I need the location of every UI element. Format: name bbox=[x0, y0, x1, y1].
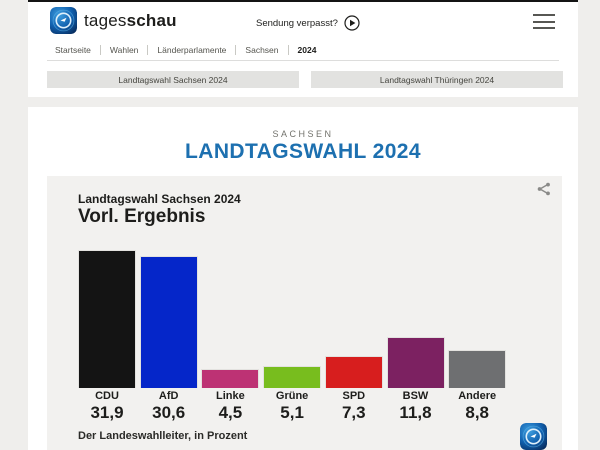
breadcrumb-2024: 2024 bbox=[297, 45, 317, 55]
result-chart-card: Landtagswahl Sachsen 2024 Vorl. Ergebnis… bbox=[47, 176, 562, 450]
share-icon[interactable] bbox=[536, 181, 552, 197]
tagesschau-watermark-icon bbox=[520, 423, 547, 450]
breadcrumb-separator bbox=[235, 45, 237, 55]
bar-bsw bbox=[386, 337, 445, 388]
bar-afd bbox=[139, 256, 198, 388]
party-name: SPD bbox=[342, 390, 366, 402]
main-content: SACHSEN LANDTAGSWAHL 2024 Landtagswahl S… bbox=[28, 107, 578, 450]
breadcrumb-laenderparlamente[interactable]: Länderparlamente bbox=[157, 45, 227, 55]
party-name: BSW bbox=[402, 390, 429, 402]
party-value: 11,8 bbox=[399, 403, 432, 422]
party-value: 30,6 bbox=[152, 403, 186, 422]
bar-linke bbox=[201, 369, 260, 388]
site-header: tagesschau Sendung verpasst? Startseite … bbox=[28, 0, 578, 97]
menu-icon[interactable] bbox=[533, 14, 555, 29]
bar-cdu bbox=[78, 250, 136, 388]
breadcrumb-startseite[interactable]: Startseite bbox=[55, 45, 91, 55]
sendung-verpasst-link[interactable]: Sendung verpasst? bbox=[256, 15, 360, 31]
bar-label-spd: SPD 7,3 bbox=[325, 390, 383, 422]
party-name: CDU bbox=[95, 390, 119, 402]
tagesschau-logo[interactable]: tagesschau bbox=[50, 7, 177, 34]
party-name: Andere bbox=[458, 390, 497, 402]
tagesschau-globe-icon bbox=[50, 7, 77, 34]
party-name: Grüne bbox=[275, 390, 309, 402]
tab-landtagswahl-sachsen[interactable]: Landtagswahl Sachsen 2024 bbox=[47, 71, 299, 88]
party-value: 5,1 bbox=[280, 403, 304, 422]
breadcrumb-separator bbox=[147, 45, 149, 55]
breadcrumb-wahlen[interactable]: Wahlen bbox=[109, 45, 139, 55]
bar-label-afd: AfD 30,6 bbox=[140, 390, 198, 422]
party-value: 31,9 bbox=[90, 403, 124, 422]
bar-chart bbox=[47, 176, 562, 388]
party-value: 7,3 bbox=[341, 403, 366, 422]
bar-andere bbox=[448, 350, 507, 388]
chart-subtitle: Landtagswahl Sachsen 2024 bbox=[78, 192, 241, 206]
party-value: 8,8 bbox=[465, 403, 489, 422]
header-divider bbox=[47, 60, 559, 61]
brand-wordmark: tagesschau bbox=[84, 10, 177, 30]
bar-label-grüne: Grüne 5,1 bbox=[263, 390, 321, 422]
page-kicker: SACHSEN bbox=[272, 129, 334, 139]
bar-label-bsw: BSW 11,8 bbox=[387, 390, 445, 422]
tab-landtagswahl-thueringen[interactable]: Landtagswahl Thüringen 2024 bbox=[311, 71, 563, 88]
bar-spd bbox=[324, 356, 383, 388]
chart-title: Vorl. Ergebnis bbox=[78, 206, 206, 227]
bar-label-linke: Linke 4,5 bbox=[201, 390, 259, 422]
party-name: Linke bbox=[216, 390, 245, 402]
breadcrumb: Startseite Wahlen Länderparlamente Sachs… bbox=[55, 45, 325, 55]
play-icon[interactable] bbox=[344, 15, 360, 31]
breadcrumb-separator bbox=[99, 45, 101, 55]
party-name: AfD bbox=[158, 390, 179, 402]
party-value: 4,5 bbox=[218, 403, 243, 422]
sendung-verpasst-label: Sendung verpasst? bbox=[256, 17, 338, 29]
breadcrumb-separator bbox=[287, 45, 289, 55]
bar-label-cdu: CDU 31,9 bbox=[78, 390, 136, 422]
page-title: LANDTAGSWAHL 2024 bbox=[185, 140, 421, 163]
bar-label-andere: Andere 8,8 bbox=[448, 390, 506, 422]
breadcrumb-sachsen[interactable]: Sachsen bbox=[245, 45, 279, 55]
bar-grüne bbox=[263, 366, 322, 388]
chart-source: Der Landeswahlleiter, in Prozent bbox=[78, 430, 248, 442]
